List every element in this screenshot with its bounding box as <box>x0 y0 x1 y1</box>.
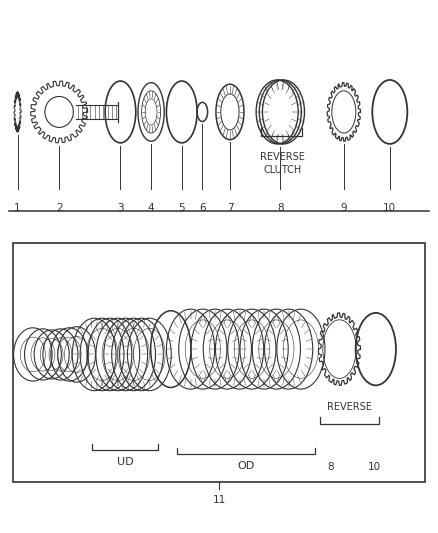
Bar <box>13 243 425 482</box>
Text: 7: 7 <box>226 203 233 213</box>
Text: REVERSE
CLUTCH: REVERSE CLUTCH <box>260 152 305 175</box>
Text: 4: 4 <box>148 203 155 213</box>
Text: 11: 11 <box>212 495 226 505</box>
Text: 9: 9 <box>340 203 347 213</box>
Text: 6: 6 <box>199 203 206 213</box>
Text: 2: 2 <box>56 203 63 213</box>
Text: 3: 3 <box>117 203 124 213</box>
Text: OD: OD <box>238 461 255 471</box>
Text: UD: UD <box>117 457 133 467</box>
Text: 1: 1 <box>14 203 21 213</box>
Text: 10: 10 <box>383 203 396 213</box>
Text: 8: 8 <box>327 462 334 472</box>
Text: 5: 5 <box>178 203 185 213</box>
Text: REVERSE: REVERSE <box>327 402 372 412</box>
Text: 10: 10 <box>368 462 381 472</box>
Text: 8: 8 <box>277 203 284 213</box>
